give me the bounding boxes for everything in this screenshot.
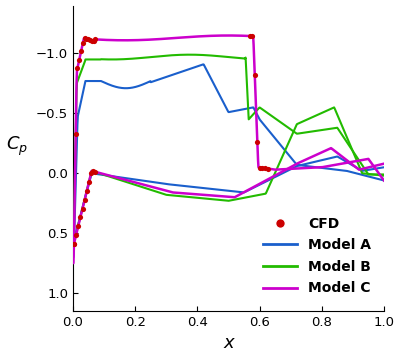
- Point: [246, 33, 253, 39]
- Point: [92, 169, 98, 175]
- Point: [77, 214, 84, 220]
- Point: [90, 38, 97, 44]
- Point: [85, 37, 92, 42]
- Point: [92, 37, 98, 42]
- Point: [76, 57, 82, 62]
- Point: [88, 170, 94, 176]
- Point: [80, 40, 86, 46]
- Point: [259, 165, 266, 171]
- X-axis label: x: x: [223, 334, 234, 352]
- Point: [254, 139, 260, 145]
- Point: [82, 197, 88, 203]
- Point: [90, 168, 96, 174]
- Point: [86, 179, 92, 185]
- Point: [73, 232, 79, 238]
- Point: [71, 241, 77, 247]
- Point: [75, 223, 82, 229]
- Point: [79, 206, 86, 212]
- Point: [252, 72, 258, 78]
- Y-axis label: $C_{p}$: $C_{p}$: [6, 135, 28, 158]
- Point: [83, 36, 90, 42]
- Point: [74, 65, 81, 71]
- Point: [89, 38, 95, 43]
- Point: [262, 165, 268, 171]
- Point: [71, 241, 77, 247]
- Point: [87, 37, 93, 43]
- Point: [264, 166, 271, 171]
- Legend: CFD, Model A, Model B, Model C: CFD, Model A, Model B, Model C: [257, 211, 377, 301]
- Point: [72, 131, 79, 137]
- Point: [78, 48, 84, 54]
- Point: [249, 33, 255, 39]
- Point: [84, 188, 90, 194]
- Point: [257, 165, 263, 170]
- Point: [82, 35, 88, 41]
